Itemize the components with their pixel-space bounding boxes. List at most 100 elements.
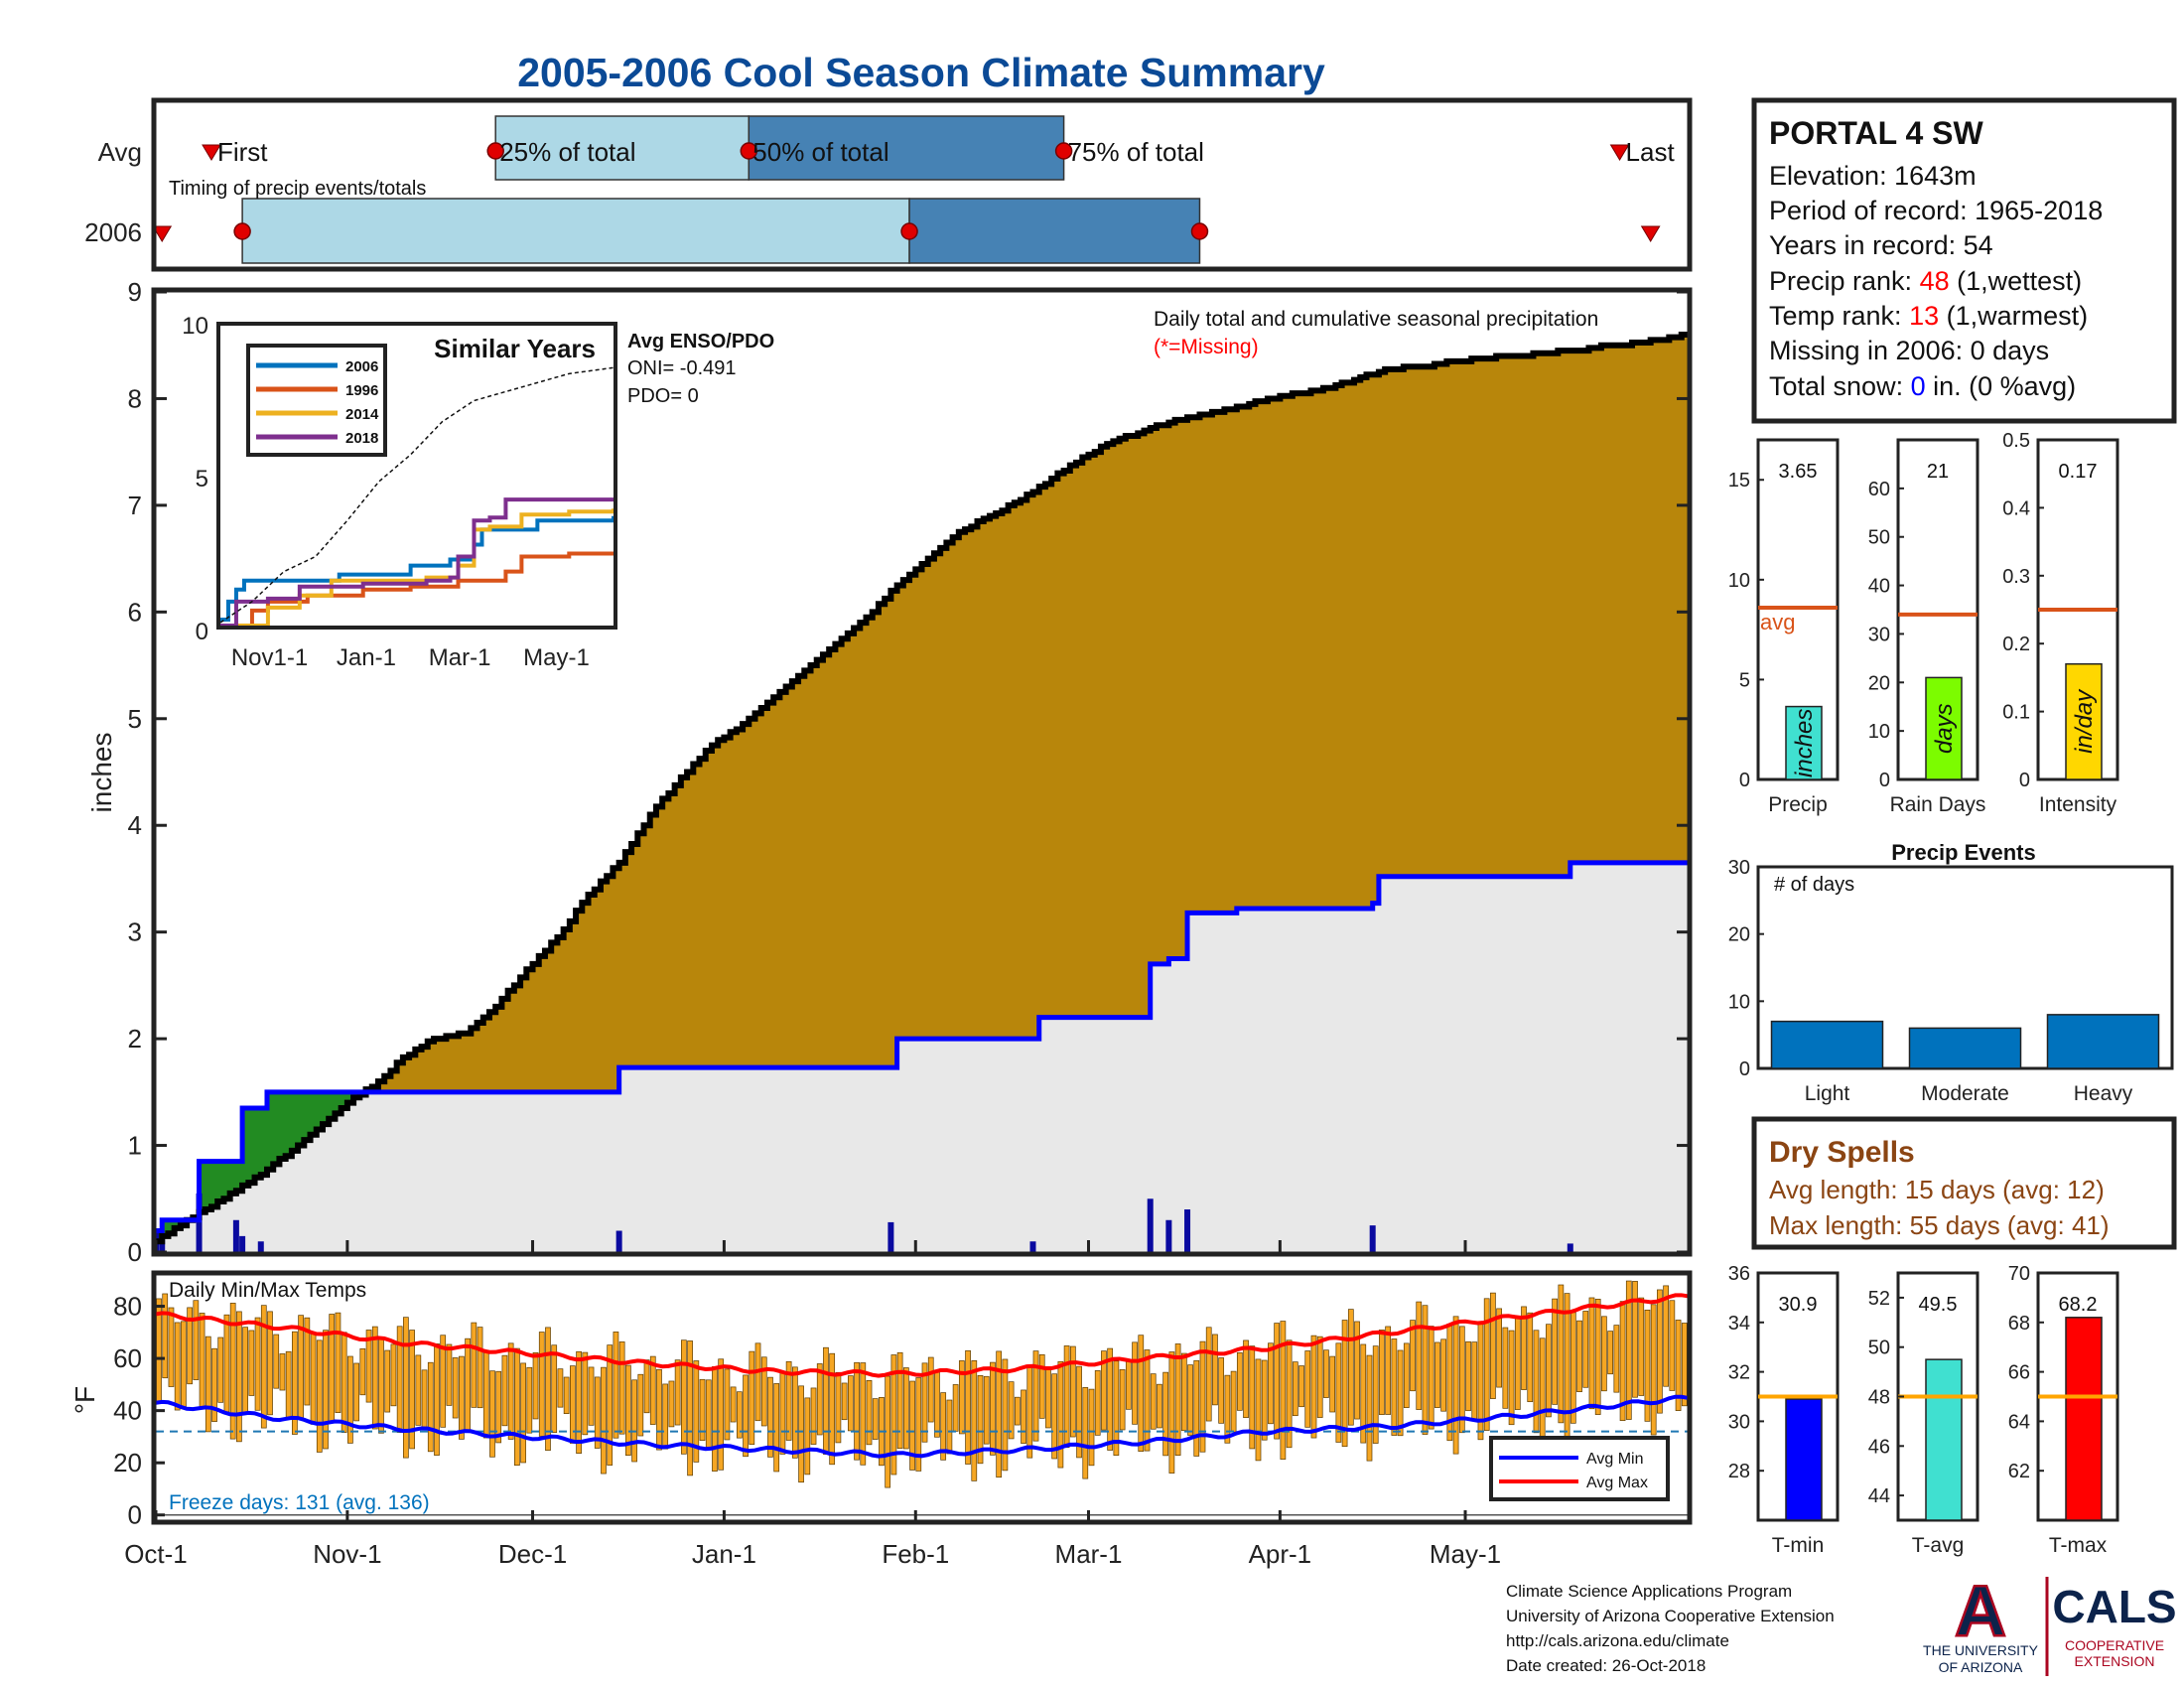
timing-75pct-label: 75% of total: [1068, 137, 1204, 167]
daily-temp-bar: [1088, 1388, 1095, 1467]
daily-temp-bar: [1527, 1312, 1534, 1403]
daily-temp-bar: [1187, 1364, 1193, 1436]
event-bar-heavy: [2046, 1014, 2160, 1069]
daily-temp-bar: [242, 1327, 248, 1415]
temp-legend-box: [1489, 1436, 1670, 1501]
daily-temp-bar: [168, 1307, 175, 1387]
daily-temp-bar: [335, 1312, 341, 1413]
daily-temp-bar: [927, 1356, 934, 1423]
daily-temp-bar: [507, 1342, 514, 1440]
timing-marks: [152, 115, 1661, 264]
daily-temp-bar: [304, 1317, 311, 1406]
daily-temp-bar: [631, 1379, 637, 1463]
inset-x-ticks: Nov1-1 Jan-1 Mar-1 May-1: [231, 644, 590, 671]
daily-temp-bar: [996, 1350, 1003, 1478]
daily-temp-bar: [514, 1347, 520, 1467]
daily-precip-bar: [257, 1241, 264, 1252]
daily-temp-bar: [1465, 1340, 1471, 1412]
daily-temp-bar: [1144, 1349, 1151, 1452]
daily-temp-bar: [329, 1314, 336, 1422]
inset-legend-label: 2006: [345, 358, 378, 375]
daily-temp-bar: [767, 1376, 773, 1458]
temp-ytick-label: 60: [113, 1343, 142, 1373]
daily-temp-bar: [1119, 1369, 1126, 1431]
daily-temp-bar: [174, 1322, 181, 1411]
daily-temp-bar: [1304, 1350, 1311, 1428]
daily-temp-bar: [551, 1344, 558, 1433]
daily-temp-bar: [1546, 1324, 1552, 1418]
daily-temp-bar: [465, 1337, 471, 1433]
daily-temp-bar: [1082, 1387, 1089, 1479]
precip-ytick-label: 2: [128, 1024, 142, 1054]
summary-ytick-label: 62: [2008, 1461, 2030, 1482]
daily-temp-bar: [977, 1375, 984, 1465]
daily-temp-bar: [1452, 1316, 1459, 1455]
inset-xtick-label: Nov1-1: [231, 644, 308, 671]
avg-min-legend-label: Avg Min: [1586, 1451, 1644, 1468]
inset-ytick-10: 10: [182, 313, 208, 340]
summary-ytick-label: 60: [1868, 479, 1890, 500]
station-years: Years in record: 54: [1769, 230, 1993, 260]
pdo-value: PDO= 0: [627, 385, 699, 407]
summary-ytick-label: 0: [1739, 770, 1750, 791]
summary-ytick-label: 30: [1728, 1411, 1750, 1433]
daily-temp-bar: [1354, 1321, 1360, 1420]
daily-temp-bar: [1675, 1320, 1682, 1411]
temp-ytick-label: 40: [113, 1396, 142, 1426]
summary-value-label: 68.2: [2059, 1294, 2098, 1316]
precip-ytick-label: 7: [128, 491, 142, 520]
daily-temp-bar: [1434, 1341, 1440, 1408]
daily-temp-bar: [1316, 1336, 1323, 1418]
daily-temp-bar: [452, 1357, 459, 1419]
daily-temp-bar: [773, 1383, 780, 1473]
daily-temp-bar: [181, 1321, 187, 1409]
daily-temp-bar: [576, 1350, 582, 1454]
daily-temp-bar: [607, 1344, 614, 1466]
dry-spells-box: Dry Spells Avg length: 15 days (avg: 12)…: [1751, 1116, 2177, 1250]
daily-temp-bar: [384, 1349, 391, 1413]
inset-legend-label: 2014: [345, 406, 379, 423]
daily-temp-bar: [347, 1355, 353, 1444]
avg-last-marker: [1609, 144, 1630, 161]
precip-ytick-label: 4: [128, 810, 142, 840]
summary-value-bar: [1785, 1398, 1823, 1521]
daily-temp-bar: [847, 1375, 854, 1432]
daily-temp-bar: [1521, 1306, 1527, 1390]
daily-temp-bar: [1107, 1347, 1114, 1451]
summary-category-label: Rain Days: [1890, 793, 1986, 816]
daily-temp-bar: [1094, 1370, 1101, 1436]
cals-wordmark: CALS: [2052, 1581, 2176, 1632]
daily-temp-bar: [162, 1293, 169, 1379]
daily-temp-bar: [705, 1379, 712, 1449]
precip-y-ticks: 0 1 2 3 4 5 6 7 8 9: [128, 277, 1690, 1267]
daily-temp-bar: [1132, 1341, 1138, 1425]
summary-ytick-label: 48: [1868, 1387, 1890, 1409]
daily-temp-bar: [656, 1368, 662, 1451]
daily-temp-bar: [501, 1354, 508, 1427]
daily-temp-bar: [1310, 1335, 1317, 1439]
daily-temp-bar: [712, 1366, 718, 1472]
daily-temp-bar: [526, 1366, 533, 1434]
inset-legend-label: 2018: [345, 430, 378, 447]
daily-temp-bar: [459, 1355, 465, 1440]
daily-temp-bar: [779, 1372, 786, 1455]
event-category-label: Heavy: [2074, 1082, 2133, 1105]
daily-temp-bar: [1261, 1359, 1268, 1441]
summary-ytick-label: 50: [1868, 1337, 1890, 1359]
summary-unit-label: in/day: [2071, 688, 2098, 754]
summary-value-label: 49.5: [1919, 1294, 1958, 1316]
avg-quartile-2-box: [748, 115, 1065, 181]
daily-temp-bar: [1180, 1352, 1187, 1432]
daily-temp-bar: [693, 1360, 700, 1463]
avg-surplus-area: [193, 334, 1689, 1220]
daily-temp-bar: [1360, 1343, 1367, 1444]
daily-temp-bar: [1385, 1326, 1392, 1415]
daily-temp-bar: [285, 1350, 292, 1420]
avg-max-legend-label: Avg Max: [1586, 1475, 1648, 1491]
precip-ytick-label: 0: [128, 1237, 142, 1267]
daily-temp-bar: [823, 1346, 829, 1455]
daily-temp-bar: [687, 1340, 693, 1477]
timing-panel: Avg 2006 Timing of precip events/totals …: [84, 97, 1693, 272]
station-period: Period of record: 1965-2018: [1769, 196, 2103, 225]
precip-ytick-label: 8: [128, 383, 142, 413]
